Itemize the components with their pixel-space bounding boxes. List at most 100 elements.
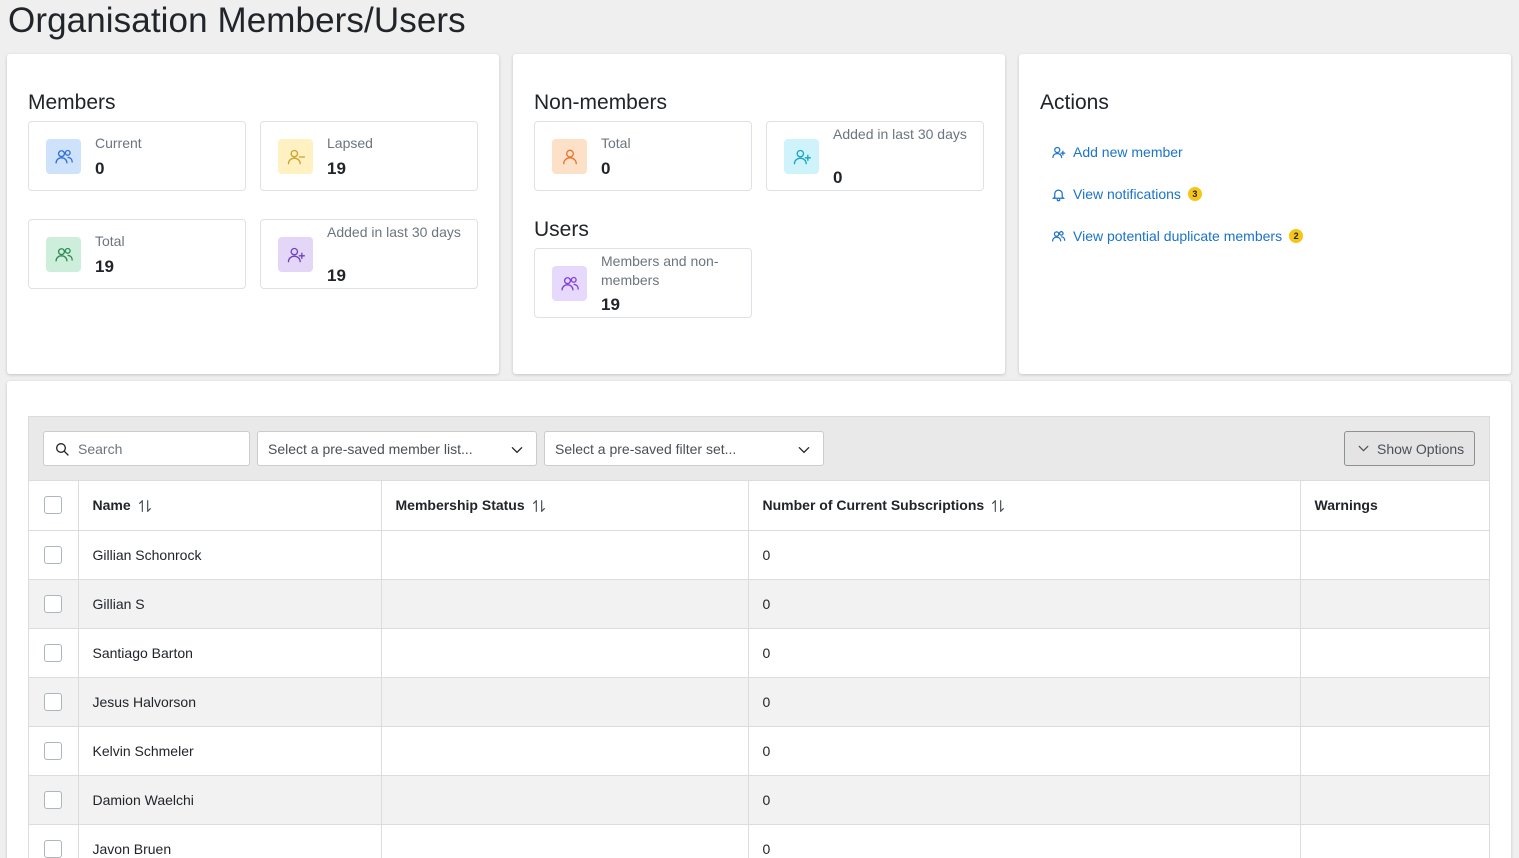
table-row[interactable]: Gillian S 0 bbox=[29, 579, 1489, 629]
stat-label: Lapsed bbox=[327, 135, 373, 151]
members-card: Members Current 0 Lapsed 19 Total 19 Add… bbox=[7, 54, 499, 374]
user-minus-icon bbox=[278, 139, 313, 174]
sort-icon[interactable] bbox=[531, 498, 547, 514]
users-icon bbox=[46, 139, 81, 174]
cell-warnings bbox=[1300, 775, 1489, 825]
members-heading: Members bbox=[28, 91, 116, 114]
column-header-name[interactable]: Name bbox=[78, 481, 382, 531]
stat-users[interactable]: Members and non-members 19 bbox=[534, 248, 752, 318]
row-checkbox[interactable] bbox=[44, 741, 63, 760]
table-toolbar: Select a pre-saved member list... Select… bbox=[29, 417, 1489, 481]
row-checkbox[interactable] bbox=[44, 594, 63, 613]
cell-status bbox=[381, 677, 749, 727]
view-notifications-link[interactable]: View notifications 3 bbox=[1051, 186, 1202, 202]
cell-status bbox=[381, 726, 749, 776]
stat-label: Current bbox=[95, 135, 142, 151]
column-header-membership-status[interactable]: Membership Status bbox=[381, 481, 749, 531]
stat-label: Added in last 30 days bbox=[327, 224, 461, 240]
stat-label: Total bbox=[601, 135, 631, 151]
stat-label: Members and non-members bbox=[601, 253, 719, 288]
users-heading: Users bbox=[534, 218, 589, 241]
row-checkbox[interactable] bbox=[44, 643, 63, 662]
sort-icon[interactable] bbox=[990, 498, 1006, 514]
user-plus-icon bbox=[278, 237, 313, 272]
duplicates-count-badge: 2 bbox=[1289, 229, 1304, 243]
members-table-container: Select a pre-saved member list... Select… bbox=[28, 416, 1490, 858]
cell-subscriptions: 0 bbox=[748, 775, 1301, 825]
cell-name[interactable]: Gillian S bbox=[78, 579, 382, 629]
search-box[interactable] bbox=[43, 431, 250, 466]
row-checkbox[interactable] bbox=[44, 545, 63, 564]
notifications-count-badge: 3 bbox=[1187, 187, 1202, 201]
cell-status bbox=[381, 579, 749, 629]
select-all-checkbox[interactable] bbox=[44, 496, 63, 515]
member-list-select[interactable]: Select a pre-saved member list... bbox=[257, 431, 537, 466]
page-title: Organisation Members/Users bbox=[8, 1, 466, 40]
cell-name[interactable]: Kelvin Schmeler bbox=[78, 726, 382, 776]
row-checkbox[interactable] bbox=[44, 790, 63, 809]
table-row[interactable]: Damion Waelchi 0 bbox=[29, 775, 1489, 825]
cell-subscriptions: 0 bbox=[748, 579, 1301, 629]
row-select-cell bbox=[29, 775, 79, 825]
filter-set-placeholder: Select a pre-saved filter set... bbox=[555, 441, 737, 457]
users-icon bbox=[1051, 230, 1066, 241]
stat-value: 19 bbox=[327, 266, 346, 285]
show-options-label: Show Options bbox=[1377, 440, 1465, 457]
actions-heading: Actions bbox=[1040, 91, 1109, 114]
table-row[interactable]: Javon Bruen 0 bbox=[29, 824, 1489, 858]
column-header-subscriptions[interactable]: Number of Current Subscriptions bbox=[748, 481, 1301, 531]
stat-current-members[interactable]: Current 0 bbox=[28, 121, 246, 191]
table-row[interactable]: Jesus Halvorson 0 bbox=[29, 677, 1489, 727]
cell-subscriptions: 0 bbox=[748, 824, 1301, 858]
non-members-card: Non-members Total 0 Added in last 30 day… bbox=[513, 54, 1005, 374]
row-checkbox[interactable] bbox=[44, 692, 63, 711]
filter-set-select[interactable]: Select a pre-saved filter set... bbox=[544, 431, 824, 466]
cell-name[interactable]: Gillian Schonrock bbox=[78, 530, 382, 580]
show-options-button[interactable]: Show Options bbox=[1344, 431, 1475, 466]
user-plus-icon bbox=[784, 139, 819, 174]
cell-name[interactable]: Javon Bruen bbox=[78, 824, 382, 858]
stat-total-members[interactable]: Total 19 bbox=[28, 219, 246, 289]
cell-status bbox=[381, 775, 749, 825]
members-table: Name Membership Status Number of Current… bbox=[29, 481, 1489, 858]
stat-value: 19 bbox=[601, 295, 620, 314]
cell-name[interactable]: Damion Waelchi bbox=[78, 775, 382, 825]
row-select-cell bbox=[29, 628, 79, 678]
column-label: Warnings bbox=[1314, 497, 1378, 514]
stat-label: Added in last 30 days bbox=[833, 126, 967, 142]
cell-subscriptions: 0 bbox=[748, 677, 1301, 727]
add-new-member-link[interactable]: Add new member bbox=[1051, 144, 1183, 160]
row-checkbox[interactable] bbox=[44, 839, 63, 858]
chevron-down-icon bbox=[1358, 445, 1369, 452]
stat-value: 0 bbox=[95, 159, 105, 178]
stat-value: 19 bbox=[327, 159, 346, 178]
cell-status bbox=[381, 628, 749, 678]
user-icon bbox=[552, 139, 587, 174]
stat-value: 0 bbox=[601, 159, 611, 178]
search-icon bbox=[56, 443, 69, 456]
users-icon bbox=[46, 237, 81, 272]
stat-added-non-members[interactable]: Added in last 30 days 0 bbox=[766, 121, 984, 191]
cell-warnings bbox=[1300, 628, 1489, 678]
action-label: View potential duplicate members bbox=[1073, 228, 1283, 244]
search-input[interactable] bbox=[78, 438, 243, 460]
cell-name[interactable]: Jesus Halvorson bbox=[78, 677, 382, 727]
stat-total-non-members[interactable]: Total 0 bbox=[534, 121, 752, 191]
column-label: Name bbox=[92, 496, 131, 513]
chevron-down-icon bbox=[798, 447, 810, 454]
cell-status bbox=[381, 530, 749, 580]
stat-added-members[interactable]: Added in last 30 days 19 bbox=[260, 219, 478, 289]
table-row[interactable]: Santiago Barton 0 bbox=[29, 628, 1489, 678]
table-row[interactable]: Gillian Schonrock 0 bbox=[29, 530, 1489, 580]
users-icon bbox=[552, 266, 587, 301]
sort-icon[interactable] bbox=[137, 498, 153, 514]
stat-label: Total bbox=[95, 233, 125, 249]
actions-card: Actions Add new member View notification… bbox=[1019, 54, 1511, 374]
stat-lapsed-members[interactable]: Lapsed 19 bbox=[260, 121, 478, 191]
cell-warnings bbox=[1300, 530, 1489, 580]
chevron-down-icon bbox=[511, 447, 523, 454]
view-duplicate-members-link[interactable]: View potential duplicate members 2 bbox=[1051, 228, 1304, 244]
table-row[interactable]: Kelvin Schmeler 0 bbox=[29, 726, 1489, 776]
row-select-cell bbox=[29, 530, 79, 580]
cell-name[interactable]: Santiago Barton bbox=[78, 628, 382, 678]
